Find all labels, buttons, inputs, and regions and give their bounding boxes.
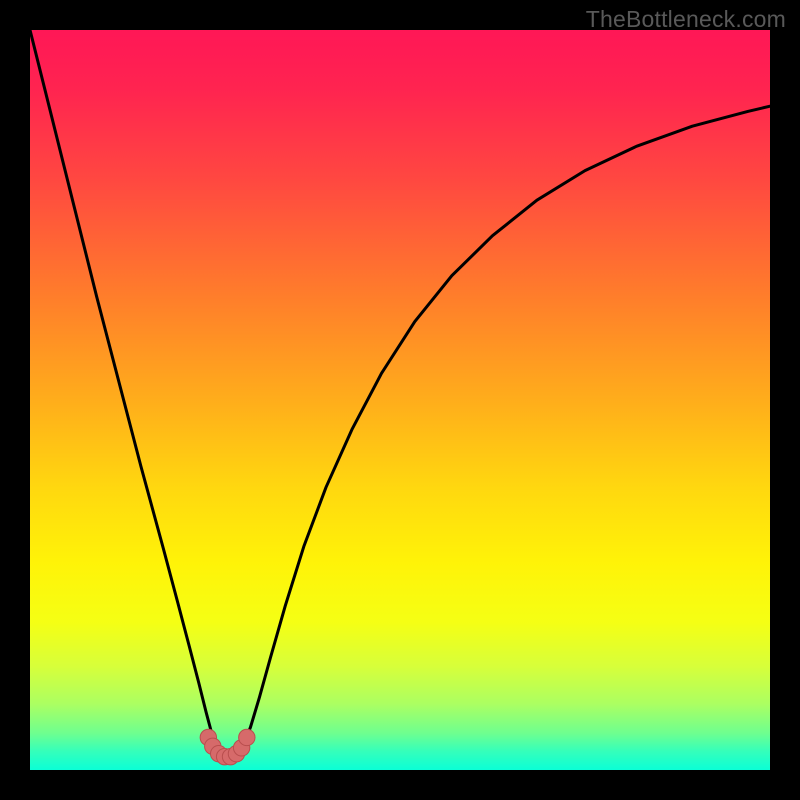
watermark-label: TheBottleneck.com: [586, 6, 786, 33]
marker-point: [239, 729, 255, 745]
bottleneck-chart: [0, 0, 800, 800]
chart-frame: TheBottleneck.com: [0, 0, 800, 800]
plot-background: [30, 30, 770, 770]
